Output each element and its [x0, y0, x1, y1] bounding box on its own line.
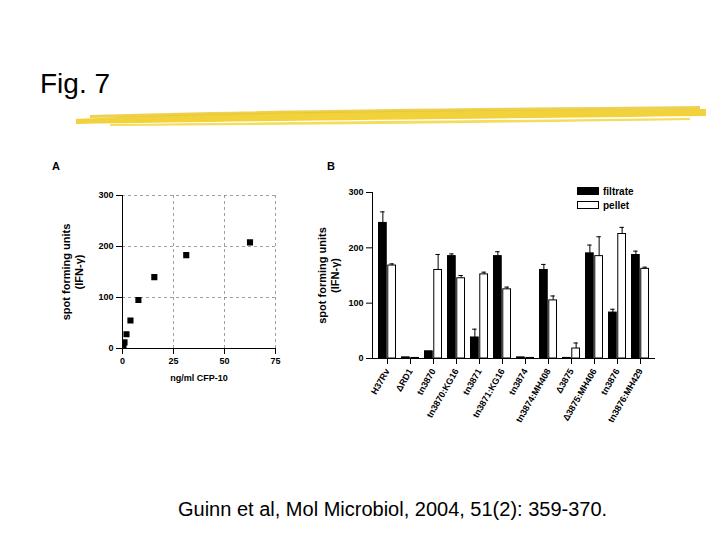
svg-text:0: 0: [108, 343, 113, 353]
svg-text:200: 200: [348, 243, 363, 253]
svg-text:300: 300: [348, 187, 363, 197]
svg-text:ng/ml CFP-10: ng/ml CFP-10: [170, 373, 228, 383]
svg-text:300: 300: [98, 190, 113, 200]
svg-text:tn3870: tn3870: [415, 367, 438, 397]
svg-text:100: 100: [98, 292, 113, 302]
svg-text:Δ3875:MH406: Δ3875:MH406: [561, 367, 599, 423]
svg-text:100: 100: [348, 298, 363, 308]
svg-text:200: 200: [98, 241, 113, 251]
svg-text:ΔRD1: ΔRD1: [394, 367, 415, 393]
html-text:pellet: pellet: [603, 199, 630, 211]
html-text:filtrate: filtrate: [603, 185, 634, 197]
svg-text:tn3870:KG16: tn3870:KG16: [425, 367, 461, 420]
html-text:Guinn et al, Mol Microbiol, 20: Guinn et al, Mol Microbiol, 2004, 51(2):…: [178, 498, 608, 520]
svg-text:spot forming units(IFN-γ): spot forming units(IFN-γ): [60, 224, 85, 321]
svg-text:tn3871:KG16: tn3871:KG16: [471, 367, 507, 420]
html-text:B: B: [327, 160, 335, 172]
svg-text:0: 0: [358, 353, 363, 363]
svg-text:tn3871: tn3871: [461, 367, 484, 397]
svg-text:0: 0: [120, 356, 125, 366]
svg-text:Δ3875: Δ3875: [554, 367, 576, 395]
svg-text:spot forming units(IFN-γ): spot forming units(IFN-γ): [316, 227, 341, 324]
svg-text:tn3874:MH408: tn3874:MH408: [514, 367, 553, 424]
svg-text:tn3876:MH429: tn3876:MH429: [606, 367, 645, 424]
svg-text:H37Rv: H37Rv: [369, 367, 392, 396]
html-text:A: A: [52, 160, 60, 172]
svg-text:tn3876: tn3876: [599, 367, 622, 397]
svg-text:tn3874: tn3874: [507, 367, 530, 397]
svg-text:50: 50: [219, 356, 229, 366]
svg-text:25: 25: [168, 356, 178, 366]
svg-text:75: 75: [270, 356, 280, 366]
html-text:Fig. 7: Fig. 7: [40, 68, 110, 99]
